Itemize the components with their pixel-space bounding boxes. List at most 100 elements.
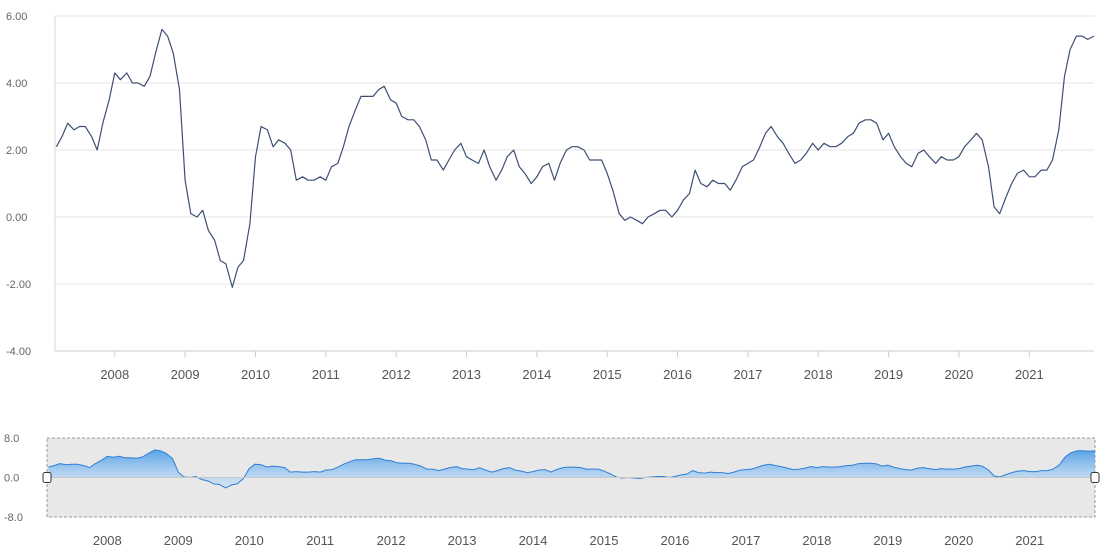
data-point[interactable] [1027, 175, 1031, 179]
data-point[interactable] [945, 158, 949, 162]
data-point[interactable] [775, 135, 779, 139]
data-point[interactable] [294, 178, 298, 182]
data-point[interactable] [975, 131, 979, 135]
data-point[interactable] [301, 175, 305, 179]
data-point[interactable] [441, 168, 445, 172]
data-point[interactable] [693, 168, 697, 172]
data-point[interactable] [336, 161, 340, 165]
data-point[interactable] [1092, 34, 1096, 38]
data-point[interactable] [324, 178, 328, 182]
data-point[interactable] [189, 212, 193, 216]
data-point[interactable] [1050, 158, 1054, 162]
data-point[interactable] [564, 148, 568, 152]
data-point[interactable] [465, 155, 469, 159]
data-point[interactable] [1045, 168, 1049, 172]
data-point[interactable] [447, 158, 451, 162]
data-point[interactable] [130, 81, 134, 85]
data-point[interactable] [523, 171, 527, 175]
data-point[interactable] [1062, 74, 1066, 78]
data-point[interactable] [957, 155, 961, 159]
data-point[interactable] [582, 148, 586, 152]
data-point[interactable] [359, 94, 363, 98]
navigator-left-handle[interactable] [42, 472, 52, 483]
data-point[interactable] [283, 141, 287, 145]
data-point[interactable] [206, 228, 210, 232]
data-point[interactable] [1057, 128, 1061, 132]
data-point[interactable] [875, 121, 879, 125]
data-point[interactable] [171, 51, 175, 55]
series-line[interactable] [55, 28, 1095, 288]
data-point[interactable] [78, 125, 82, 129]
data-point[interactable] [453, 148, 457, 152]
data-point[interactable] [552, 178, 556, 182]
data-point[interactable] [95, 148, 99, 152]
data-point[interactable] [998, 212, 1002, 216]
data-point[interactable] [142, 84, 146, 88]
data-point[interactable] [699, 182, 703, 186]
data-point[interactable] [236, 265, 240, 269]
data-point[interactable] [90, 135, 94, 139]
data-point[interactable] [365, 94, 369, 98]
data-point[interactable] [904, 161, 908, 165]
data-point[interactable] [488, 165, 492, 169]
data-point[interactable] [505, 155, 509, 159]
data-point[interactable] [628, 215, 632, 219]
data-point[interactable] [178, 88, 182, 92]
data-point[interactable] [769, 125, 773, 129]
data-point[interactable] [588, 158, 592, 162]
data-point[interactable] [66, 121, 70, 125]
data-point[interactable] [863, 118, 867, 122]
data-point[interactable] [312, 178, 316, 182]
data-point[interactable] [382, 84, 386, 88]
data-point[interactable] [752, 158, 756, 162]
data-point[interactable] [160, 27, 164, 31]
data-point[interactable] [558, 161, 562, 165]
data-point[interactable] [570, 145, 574, 149]
data-point[interactable] [377, 88, 381, 92]
data-point[interactable] [1022, 168, 1026, 172]
data-point[interactable] [1080, 34, 1084, 38]
data-point[interactable] [547, 161, 551, 165]
data-point[interactable] [500, 168, 504, 172]
data-point[interactable] [640, 222, 644, 226]
data-point[interactable] [980, 138, 984, 142]
data-point[interactable] [635, 218, 639, 222]
data-point[interactable] [435, 158, 439, 162]
data-point[interactable] [1074, 34, 1078, 38]
data-point[interactable] [148, 74, 152, 78]
data-point[interactable] [195, 215, 199, 219]
data-point[interactable] [705, 185, 709, 189]
data-point[interactable] [60, 135, 64, 139]
data-point[interactable] [892, 145, 896, 149]
data-point[interactable] [688, 192, 692, 196]
data-point[interactable] [265, 128, 269, 132]
data-point[interactable] [540, 165, 544, 169]
data-point[interactable] [670, 215, 674, 219]
data-point[interactable] [459, 141, 463, 145]
data-point[interactable] [183, 178, 187, 182]
data-point[interactable] [253, 155, 257, 159]
data-point[interactable] [811, 141, 815, 145]
data-point[interactable] [1039, 168, 1043, 172]
data-point[interactable] [927, 155, 931, 159]
data-point[interactable] [125, 71, 129, 75]
data-point[interactable] [839, 141, 843, 145]
data-point[interactable] [1033, 175, 1037, 179]
data-point[interactable] [605, 171, 609, 175]
data-point[interactable] [306, 178, 310, 182]
data-point[interactable] [417, 125, 421, 129]
data-point[interactable] [1010, 182, 1014, 186]
data-point[interactable] [740, 165, 744, 169]
data-point[interactable] [1086, 37, 1090, 41]
data-point[interactable] [118, 78, 122, 82]
data-point[interactable] [329, 165, 333, 169]
data-point[interactable] [781, 141, 785, 145]
data-point[interactable] [887, 131, 891, 135]
data-point[interactable] [652, 212, 656, 216]
data-point[interactable] [576, 145, 580, 149]
data-point[interactable] [728, 188, 732, 192]
data-point[interactable] [394, 101, 398, 105]
data-point[interactable] [804, 151, 808, 155]
navigator-right-handle[interactable] [1090, 472, 1100, 483]
data-point[interactable] [535, 175, 539, 179]
